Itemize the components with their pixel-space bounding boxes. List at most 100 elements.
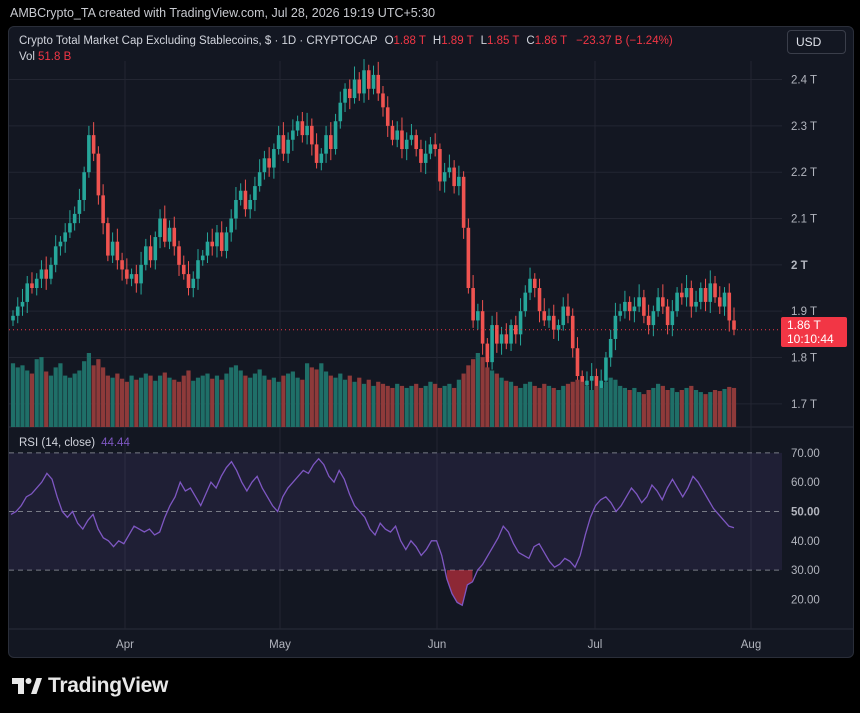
candle-body (129, 274, 134, 279)
chart-frame[interactable]: 1.7 T 1.8 T 1.9 T 2 T 2.1 T 2.2 T 2.3 T 2.4 T Ap… (8, 26, 854, 658)
volume-bar (693, 390, 699, 427)
volume-bar (722, 388, 727, 427)
candle-body (281, 135, 286, 154)
candle-body (15, 306, 20, 316)
candle-body (144, 246, 148, 265)
candle-body (580, 376, 585, 386)
volume-bar (143, 373, 148, 427)
volume-bar (110, 377, 115, 427)
candle-body (504, 334, 509, 344)
price-tick-label: 2.4 T (791, 75, 817, 87)
volume-bar (48, 375, 54, 427)
candle-body (172, 227, 177, 247)
rsi-value: 44.44 (101, 437, 130, 449)
candle-body (49, 264, 53, 279)
candle-body (238, 190, 243, 200)
volume-bar (589, 390, 594, 427)
volume-bar (342, 379, 348, 427)
volume-bar (153, 380, 158, 427)
volume-bar (210, 378, 215, 427)
candle-body (385, 107, 390, 126)
candle-body (547, 315, 551, 321)
volume-bar (670, 387, 675, 427)
rsi-tick-label: 30.00 (791, 565, 820, 577)
volume-bar (314, 369, 319, 427)
brand-wordmark: TradingView (48, 674, 169, 697)
candle-body (689, 288, 694, 307)
currency-button[interactable]: USD (787, 30, 846, 54)
volume-bar (480, 357, 485, 427)
volume-bar (224, 373, 229, 427)
candle-body (575, 348, 580, 377)
price-tick-label: 1.7 T (791, 399, 817, 411)
candle-body (703, 288, 708, 302)
candle-body (661, 297, 665, 307)
volume-bar (542, 383, 547, 427)
candle-body (570, 315, 575, 349)
volume-bar (433, 383, 438, 427)
volume-bar (157, 375, 163, 427)
volume-bar (219, 379, 224, 427)
candle-body (34, 278, 39, 289)
volume-bar (409, 385, 414, 427)
candle-body (366, 70, 371, 89)
volume-bar (134, 379, 139, 427)
candle-body (253, 186, 257, 200)
rsi-tick-label: 60.00 (791, 477, 820, 489)
volume-bar (129, 375, 134, 427)
volume-bar (594, 385, 599, 427)
volume-bar (352, 381, 357, 427)
volume-bar (44, 371, 49, 427)
candle-body (110, 241, 115, 256)
volume-bar (200, 375, 205, 427)
volume-bar (338, 373, 343, 427)
close-label: C (526, 35, 535, 47)
candle-body (248, 199, 252, 210)
candle-body (485, 343, 490, 363)
candle-body (457, 176, 461, 187)
volume-bar (290, 371, 295, 427)
candle-body (11, 315, 15, 321)
volume-bar (77, 370, 82, 427)
volume-bar (115, 373, 120, 427)
volume-bar (546, 385, 552, 427)
rsi-tick-label: 50.00 (791, 506, 820, 518)
candle-body (77, 199, 82, 214)
price-tick-label: 1.8 T (791, 353, 817, 365)
volume-bar (286, 373, 291, 427)
volume-bar (304, 363, 310, 427)
volume-bar (527, 381, 533, 427)
volume-bar (328, 375, 333, 427)
candle-body (376, 74, 381, 94)
volume-bar (708, 392, 713, 427)
volume-bar (333, 377, 338, 427)
candle-body (44, 269, 49, 279)
candle-body (670, 311, 675, 326)
volume-bar (357, 377, 362, 427)
time-tick-label: Apr (116, 639, 134, 651)
chart-caption: AMBCrypto_TA created with TradingView.co… (10, 6, 436, 20)
low-label: L (480, 35, 488, 47)
candle-body (205, 241, 210, 256)
volume-bar (67, 377, 73, 427)
candle-body (215, 232, 219, 247)
candle-body (665, 306, 670, 326)
candle-body (87, 135, 91, 173)
candle-body (243, 190, 248, 210)
candle-body (423, 153, 428, 163)
volume-bar (513, 385, 518, 427)
volume-bar (385, 385, 390, 427)
candle-body (229, 218, 233, 233)
candle-body (461, 176, 466, 228)
candle-body (627, 301, 632, 312)
volume-bar (191, 380, 196, 427)
chart-plot[interactable]: 1.7 T 1.8 T 1.9 T 2 T 2.1 T 2.2 T 2.3 T 2.4 T Ap… (9, 27, 854, 658)
candle-body (604, 357, 608, 381)
open-value: 1.88 T (393, 35, 426, 47)
candle-body (25, 283, 30, 302)
volume-bar (243, 375, 248, 427)
candle-body (72, 213, 77, 224)
volume-bar (679, 390, 684, 427)
volume-bar (309, 367, 314, 427)
volume-bar (437, 387, 443, 427)
